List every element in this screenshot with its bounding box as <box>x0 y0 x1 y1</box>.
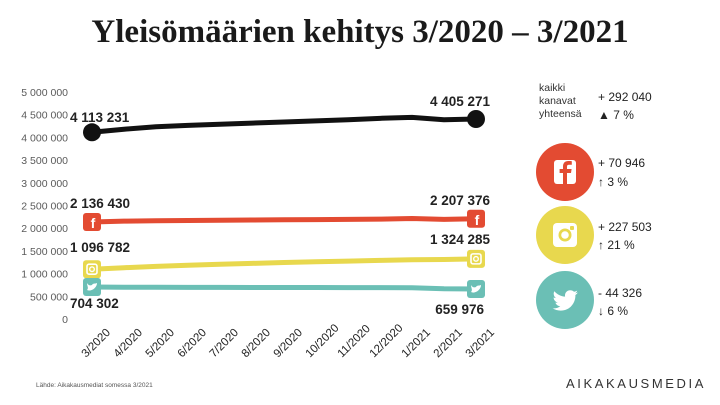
data-label-start: 1 096 782 <box>70 240 130 255</box>
instagram-icon <box>553 223 577 247</box>
x-tick-label: 11/2020 <box>336 323 373 360</box>
x-tick-label: 12/2020 <box>368 322 406 360</box>
x-tick-label: 4/2020 <box>112 327 145 360</box>
twitter-glyph <box>87 283 97 291</box>
chart-title: Yleisömäärien kehitys 3/2020 – 3/2021 <box>91 14 629 50</box>
instagram-icon <box>83 260 101 279</box>
twitter-pct: ↓ 6 % <box>598 304 629 318</box>
data-label-end: 1 324 285 <box>430 232 491 247</box>
y-tick-label: 1 000 000 <box>21 269 68 281</box>
series-line <box>89 256 479 272</box>
data-label-end: 659 976 <box>435 302 484 317</box>
instagram-glyph <box>86 263 98 276</box>
y-tick-label: 3 500 000 <box>21 155 68 167</box>
twitter-delta: - 44 326 <box>598 286 643 300</box>
facebook-badge <box>536 143 594 201</box>
x-tick-label: 6/2020 <box>176 327 209 360</box>
y-tick-label: 5 000 000 <box>21 87 68 99</box>
twitter-glyph <box>471 285 481 293</box>
total-delta: + 292 040 <box>598 90 652 104</box>
x-tick-label: 8/2020 <box>240 327 273 360</box>
instagram-delta: + 227 503 <box>598 220 652 234</box>
data-label-end: 2 207 376 <box>430 193 491 208</box>
data-label-start: 2 136 430 <box>70 196 130 211</box>
total-pct: ▲ 7 % <box>598 108 634 122</box>
x-tick-label: 3/2020 <box>80 327 113 360</box>
instagram-pct: ↑ 21 % <box>598 238 635 252</box>
source-note: Lähde: Aikakausmediat somessa 3/2021 <box>36 382 153 389</box>
arrow-up-icon: ↑ <box>598 238 604 252</box>
facebook-delta: + 70 946 <box>598 156 646 170</box>
twitter-icon <box>552 290 578 311</box>
facebook-pct: ↑ 3 % <box>598 175 629 189</box>
x-tick-label: 2/2021 <box>432 327 465 360</box>
facebook-icon <box>83 213 101 232</box>
data-label-end: 4 405 271 <box>430 94 491 109</box>
x-tick-label: 9/2020 <box>272 327 305 360</box>
y-tick-label: 3 000 000 <box>21 178 68 190</box>
instagram-glyph <box>470 253 482 265</box>
brand-logo: AIKAKAUSMEDIA <box>566 376 706 391</box>
series-line <box>89 114 479 135</box>
instagram-lens <box>473 255 480 262</box>
data-label-start: 704 302 <box>70 296 119 311</box>
y-tick-label: 4 000 000 <box>21 132 68 144</box>
y-tick-label: 0 <box>62 314 68 326</box>
data-label-start: 4 113 231 <box>70 110 130 125</box>
facebook-icon <box>554 160 576 184</box>
x-tick-label: 5/2020 <box>144 327 177 360</box>
series-point <box>83 123 101 142</box>
y-tick-label: 2 500 000 <box>21 201 68 213</box>
facebook-glyph: f <box>475 212 480 228</box>
y-tick-label: 4 500 000 <box>21 110 68 122</box>
x-tick-label: 10/2020 <box>304 322 342 360</box>
instagram-badge <box>536 206 594 264</box>
arrow-up-icon: ▲ <box>598 108 610 122</box>
y-tick-label: 1 500 000 <box>21 246 68 258</box>
facebook-glyph: f <box>91 215 96 231</box>
x-tick-label: 3/2021 <box>464 327 497 360</box>
arrow-down-icon: ↓ <box>598 304 604 318</box>
facebook-icon <box>467 209 485 228</box>
y-tick-label: 500 000 <box>30 291 68 303</box>
arrow-up-icon: ↑ <box>598 175 604 189</box>
total-label: kaikki kanavat yhteensä <box>539 82 582 120</box>
x-tick-label: 1/2021 <box>400 327 433 360</box>
series-point <box>467 110 485 129</box>
twitter-badge <box>536 271 594 329</box>
instagram-lens <box>88 266 95 273</box>
series-line <box>89 215 479 225</box>
series-line <box>89 284 479 292</box>
instagram-icon <box>467 249 485 268</box>
y-tick-label: 2 000 000 <box>21 223 68 235</box>
x-tick-label: 7/2020 <box>208 327 241 360</box>
